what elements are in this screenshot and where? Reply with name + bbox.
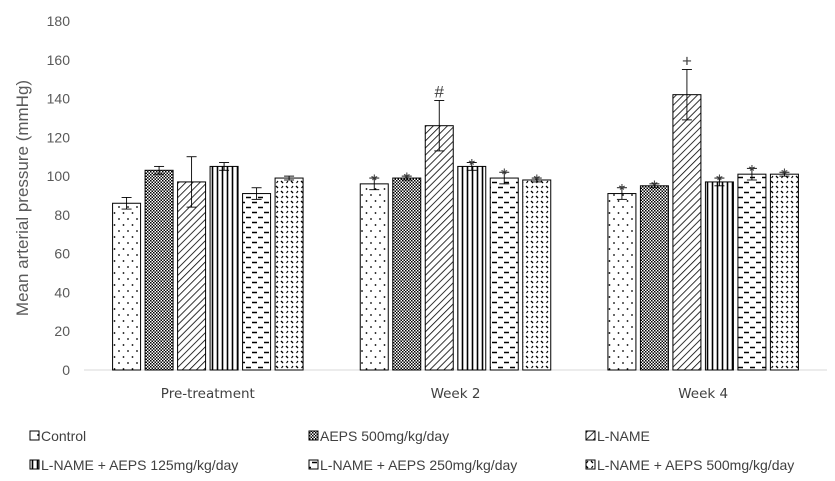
y-tick-label: 60 bbox=[54, 246, 70, 262]
legend-label: L-NAME + AEPS 500mg/kg/day bbox=[597, 457, 794, 473]
y-tick-label: 20 bbox=[54, 323, 70, 339]
legend-item: L-NAME + AEPS 250mg/kg/day bbox=[308, 457, 517, 473]
significance-marker: * bbox=[781, 165, 788, 184]
bar bbox=[639, 185, 669, 371]
legend-swatch bbox=[585, 459, 596, 470]
y-tick-label: 100 bbox=[47, 168, 71, 184]
bar bbox=[424, 125, 454, 371]
error-bar bbox=[284, 175, 295, 181]
significance-marker: * bbox=[371, 171, 378, 190]
legend-swatch bbox=[308, 459, 319, 470]
bar bbox=[274, 177, 304, 371]
x-axis-categories: Pre-treatment Week 2 Week 4 bbox=[161, 386, 728, 402]
legend-item: Control bbox=[29, 428, 86, 444]
bar bbox=[737, 173, 767, 371]
error-bar bbox=[121, 196, 132, 210]
error-bar bbox=[649, 183, 660, 189]
y-tick-label: 40 bbox=[54, 284, 70, 300]
error-bar bbox=[219, 162, 230, 171]
bar bbox=[769, 173, 799, 371]
significance-marker: * bbox=[619, 181, 626, 200]
x-category-label: Week 4 bbox=[678, 386, 728, 402]
error-bar bbox=[779, 171, 790, 177]
legend-swatch bbox=[29, 459, 40, 470]
bar bbox=[177, 181, 207, 371]
y-tick-label: 120 bbox=[47, 129, 71, 145]
bar bbox=[457, 165, 487, 371]
legend-label: L-NAME + AEPS 125mg/kg/day bbox=[41, 457, 238, 473]
bar bbox=[112, 202, 142, 371]
plot-area: * * # * * * * * + * * * bbox=[84, 51, 827, 371]
legend-item: L-NAME + AEPS 125mg/kg/day bbox=[29, 457, 238, 473]
y-axis-label: Mean arterial pressure (mmHg) bbox=[13, 80, 32, 316]
significance-marker: * bbox=[651, 177, 658, 196]
significance-marker: * bbox=[749, 161, 756, 180]
bar bbox=[144, 169, 174, 371]
legend-label: L-NAME bbox=[597, 428, 650, 444]
legend-item: L-NAME bbox=[585, 428, 650, 444]
y-tick-label: 0 bbox=[62, 362, 70, 378]
legend-swatch bbox=[29, 430, 40, 441]
bar bbox=[392, 177, 422, 371]
error-bar bbox=[681, 69, 692, 121]
error-bar bbox=[186, 156, 197, 208]
error-bar bbox=[401, 175, 412, 181]
bar bbox=[672, 94, 702, 371]
legend-label: AEPS 500mg/kg/day bbox=[320, 428, 449, 444]
significance-marker: * bbox=[468, 156, 475, 175]
bar bbox=[704, 181, 734, 371]
legend-item: L-NAME + AEPS 500mg/kg/day bbox=[585, 457, 794, 473]
significance-marker: * bbox=[403, 169, 410, 188]
significance-marker: * bbox=[501, 165, 508, 184]
significance-marker: * bbox=[533, 171, 540, 190]
x-category-label: Week 2 bbox=[431, 386, 481, 402]
bar bbox=[209, 165, 239, 371]
error-bar bbox=[154, 165, 165, 175]
y-axis-ticks: 0 20 40 60 80 100 120 140 160 180 bbox=[47, 13, 71, 378]
bar bbox=[489, 177, 519, 371]
legend: Control AEPS 500mg/kg/day L-NAME L-NAME + A… bbox=[29, 428, 794, 473]
bar bbox=[359, 183, 389, 371]
legend-swatch bbox=[308, 430, 319, 441]
legend-label: Control bbox=[41, 428, 86, 444]
bar bbox=[607, 193, 637, 371]
legend-swatch bbox=[585, 430, 596, 441]
error-bar bbox=[251, 187, 262, 200]
legend-item: AEPS 500mg/kg/day bbox=[308, 428, 449, 444]
significance-marker: + bbox=[682, 51, 692, 70]
error-bar bbox=[499, 171, 510, 185]
error-bar bbox=[466, 162, 477, 171]
error-bar bbox=[531, 177, 542, 183]
bar bbox=[242, 193, 272, 371]
error-bar bbox=[369, 177, 380, 191]
error-bar bbox=[434, 100, 445, 152]
x-category-label: Pre-treatment bbox=[161, 386, 255, 402]
significance-marker: # bbox=[435, 82, 445, 101]
y-tick-label: 160 bbox=[47, 52, 71, 68]
error-bar bbox=[746, 167, 757, 181]
y-tick-label: 140 bbox=[47, 91, 71, 107]
y-tick-label: 180 bbox=[47, 13, 71, 29]
error-bar bbox=[616, 187, 627, 200]
legend-label: L-NAME + AEPS 250mg/kg/day bbox=[320, 457, 517, 473]
significance-marker: * bbox=[716, 171, 723, 190]
error-bar bbox=[714, 177, 725, 187]
bar bbox=[522, 179, 552, 371]
y-tick-label: 80 bbox=[54, 207, 70, 223]
